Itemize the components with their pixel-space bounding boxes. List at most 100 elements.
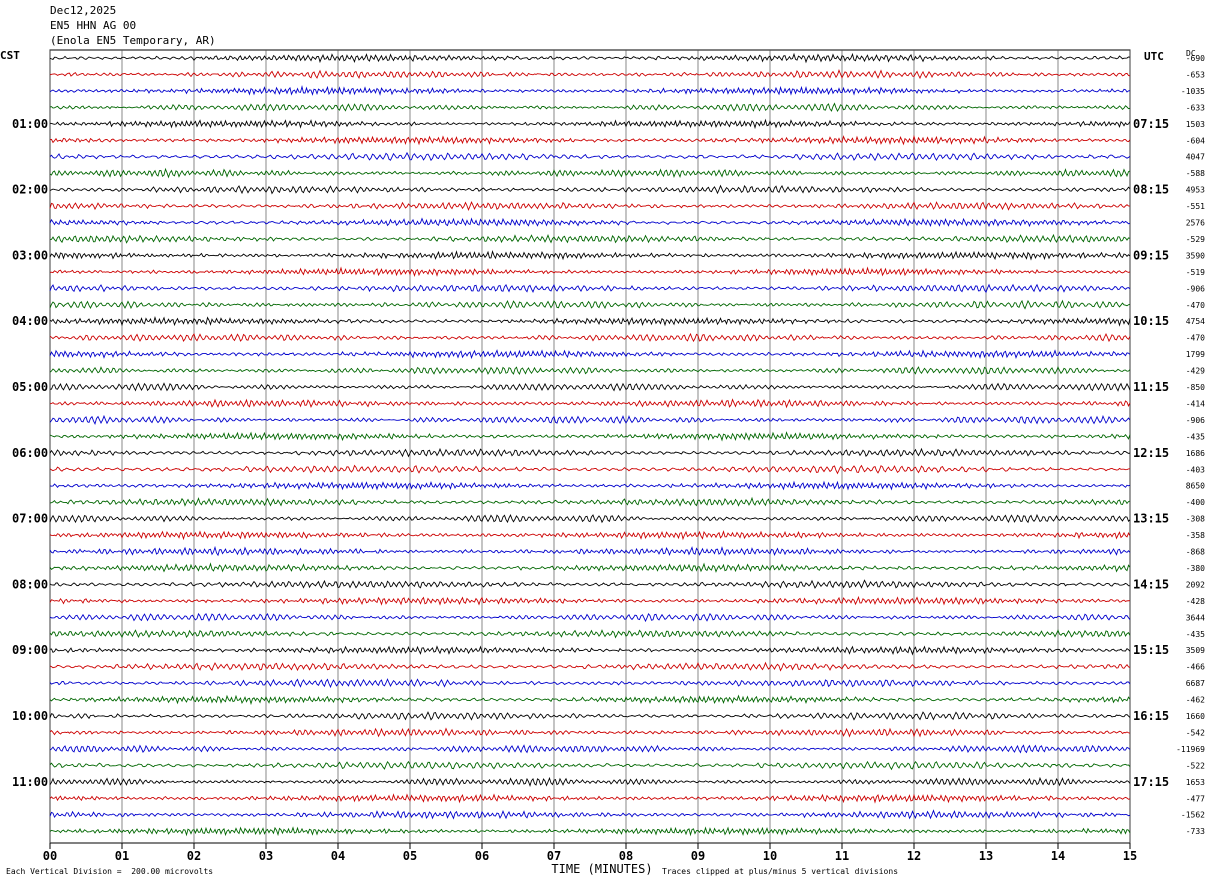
trace-line: [49, 167, 1131, 179]
dc-offset-label: 1660: [1186, 712, 1205, 721]
dc-offset-label: -850: [1186, 383, 1205, 392]
dc-offset-label: -1562: [1181, 811, 1205, 820]
dc-offset-label: -733: [1186, 827, 1205, 836]
trace-line: [49, 431, 1131, 442]
trace-line: [49, 332, 1131, 343]
trace-line: [49, 366, 1131, 376]
dc-offset-label: 1503: [1186, 120, 1205, 129]
dc-offset-label: 6687: [1186, 679, 1205, 688]
trace-line: [49, 217, 1131, 228]
trace-line: [49, 151, 1131, 162]
trace-line: [49, 629, 1131, 639]
trace-line: [49, 711, 1131, 721]
x-tick-label: 11: [835, 849, 849, 863]
trace-line: [49, 102, 1131, 113]
trace-line: [49, 809, 1131, 820]
dc-offset-label: -1035: [1181, 87, 1205, 96]
dc-offset-label: -868: [1186, 548, 1205, 557]
dc-offset-label: -414: [1186, 399, 1205, 408]
dc-offset-label: 4754: [1186, 317, 1205, 326]
trace-line: [49, 249, 1131, 261]
dc-offset-label: -308: [1186, 515, 1205, 524]
dc-offset-label: -477: [1186, 794, 1205, 803]
dc-offset-label: 2576: [1186, 219, 1205, 228]
dc-offset-label: -462: [1186, 696, 1205, 705]
trace-line: [49, 299, 1131, 310]
right-hour-label: 15:15: [1133, 643, 1169, 657]
left-hour-label: 03:00: [12, 248, 48, 262]
dc-offset-label: -906: [1186, 416, 1205, 425]
plot-frame: [49, 49, 1131, 844]
trace-line: [49, 776, 1131, 787]
trace-line: [49, 349, 1131, 360]
x-axis-label: TIME (MINUTES): [551, 862, 652, 876]
trace-line: [49, 480, 1131, 491]
trace-line: [49, 530, 1131, 541]
right-hour-label: 14:15: [1133, 577, 1169, 591]
dc-offset-label: 3644: [1186, 613, 1205, 622]
x-tick-label: 00: [43, 849, 57, 863]
dc-offset-label: -551: [1186, 202, 1205, 211]
trace-line: [49, 233, 1131, 244]
right-hour-label: 09:15: [1133, 248, 1169, 262]
right-hour-label: 17:15: [1133, 775, 1169, 789]
dc-offset-label: -380: [1186, 564, 1205, 573]
right-hour-label: 08:15: [1133, 183, 1169, 197]
channel-label: EN5 HHN AG 00: [50, 19, 137, 32]
x-tick-label: 01: [115, 849, 129, 863]
x-tick-label: 12: [907, 849, 921, 863]
x-tick-label: 06: [475, 849, 489, 863]
x-tick-label: 14: [1051, 849, 1065, 863]
right-hour-label: 16:15: [1133, 709, 1169, 723]
x-tick-label: 03: [259, 849, 273, 863]
dc-offset-label: -542: [1186, 728, 1205, 737]
trace-line: [49, 579, 1131, 589]
left-timezone-label: CST: [0, 49, 20, 62]
x-tick-label: 02: [187, 849, 201, 863]
trace-line: [49, 52, 1131, 64]
dc-offset-label: -653: [1186, 70, 1205, 79]
dc-offset-label: -519: [1186, 268, 1205, 277]
trace-line: [49, 678, 1131, 689]
left-hour-label: 06:00: [12, 446, 48, 460]
left-hour-label: 11:00: [12, 775, 48, 789]
right-hour-label: 13:15: [1133, 512, 1169, 526]
dc-offset-label: -470: [1186, 301, 1205, 310]
dc-offset-label: 2092: [1186, 580, 1205, 589]
left-hour-label: 07:00: [12, 512, 48, 526]
dc-offset-label: -435: [1186, 630, 1205, 639]
dc-offset-label: 3590: [1186, 251, 1205, 260]
trace-line: [49, 744, 1131, 754]
dc-offset-label: -690: [1186, 54, 1205, 63]
trace-line: [49, 545, 1131, 557]
left-hour-label: 02:00: [12, 183, 48, 197]
trace-line: [49, 382, 1131, 392]
left-hour-label: 10:00: [12, 709, 48, 723]
trace-line: [49, 595, 1131, 606]
dc-offset-label: 4047: [1186, 153, 1205, 162]
dc-label: DC: [1186, 49, 1196, 58]
station-label: (Enola EN5 Temporary, AR): [50, 34, 216, 47]
right-hour-label: 10:15: [1133, 314, 1169, 328]
dc-offset-label: -358: [1186, 531, 1205, 540]
dc-offset-label: 8650: [1186, 482, 1205, 491]
trace-line: [49, 184, 1131, 195]
date-label: Dec12,2025: [50, 4, 117, 17]
dc-offset-label: -470: [1186, 334, 1205, 343]
x-tick-label: 04: [331, 849, 345, 863]
dc-offset-label: -400: [1186, 498, 1205, 507]
trace-line: [49, 612, 1131, 623]
trace-line: [49, 398, 1131, 409]
right-hour-label: 12:15: [1133, 446, 1169, 460]
x-tick-label: 08: [619, 849, 633, 863]
left-hour-label: 01:00: [12, 117, 48, 131]
right-hour-label: 11:15: [1133, 380, 1169, 394]
dc-offset-label: -604: [1186, 136, 1205, 145]
x-tick-label: 15: [1123, 849, 1137, 863]
trace-line: [49, 645, 1131, 656]
dc-offset-label: -11969: [1176, 745, 1205, 754]
trace-line: [49, 69, 1131, 80]
trace-line: [49, 414, 1131, 425]
dc-offset-label: -428: [1186, 597, 1205, 606]
